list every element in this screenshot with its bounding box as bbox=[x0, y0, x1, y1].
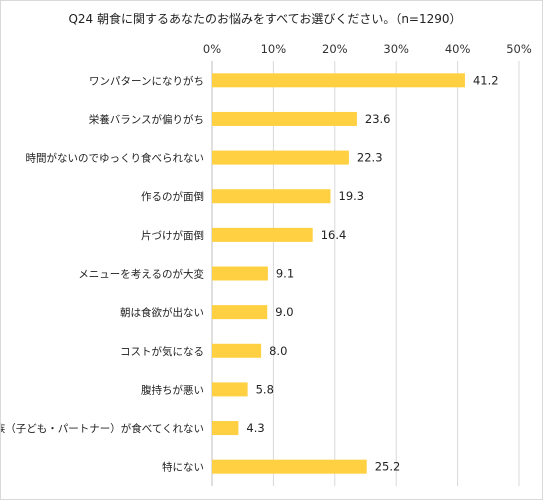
bar bbox=[212, 343, 262, 358]
value-label: 22.3 bbox=[357, 151, 383, 165]
value-label: 4.3 bbox=[246, 421, 264, 435]
bar bbox=[212, 305, 268, 320]
category-label: 家族（子ども・パートナー）が食べてくれない bbox=[1, 422, 204, 435]
bar bbox=[212, 382, 248, 397]
value-label: 19.3 bbox=[339, 189, 365, 203]
value-label: 9.0 bbox=[275, 305, 293, 319]
bar bbox=[212, 421, 239, 436]
chart-title: Q24 朝食に関するあなたのお悩みをすべてお選びください。（n=1290） bbox=[68, 11, 461, 26]
bar bbox=[212, 459, 367, 474]
bar bbox=[212, 150, 349, 165]
category-label: 片づけが面倒 bbox=[141, 229, 204, 242]
x-tick-label: 50% bbox=[506, 42, 532, 56]
x-tick-label: 20% bbox=[322, 42, 348, 56]
category-label: 朝は食欲が出ない bbox=[120, 306, 204, 319]
category-label: 特にない bbox=[162, 462, 204, 474]
category-label: ワンパターンになりがち bbox=[89, 74, 204, 87]
value-labels: 41.2 23.6 22.3 19.3 16.4 9.1 9.0 8.0 5.8 4.3 25.2 bbox=[246, 73, 498, 473]
x-tick-label: 0% bbox=[203, 42, 221, 56]
category-labels: ワンパターンになりがち栄養バランスが偏りがち時間がないのでゆっくり食べられない作… bbox=[1, 74, 204, 473]
category-label: 腹持ちが悪い bbox=[141, 383, 204, 396]
bar bbox=[212, 266, 268, 281]
bar bbox=[212, 189, 331, 204]
category-label: 時間がないのでゆっくり食べられない bbox=[26, 152, 205, 165]
x-tick-label: 30% bbox=[383, 42, 409, 56]
bars bbox=[212, 73, 465, 474]
x-tick-label: 40% bbox=[445, 42, 471, 56]
value-label: 5.8 bbox=[256, 382, 274, 396]
value-label: 23.6 bbox=[365, 112, 391, 126]
bar bbox=[212, 227, 313, 242]
bar bbox=[212, 73, 465, 88]
value-label: 9.1 bbox=[276, 267, 294, 281]
category-label: コストが気になる bbox=[120, 345, 204, 358]
value-label: 41.2 bbox=[473, 73, 499, 87]
category-label: 作るのが面倒 bbox=[141, 190, 204, 203]
value-label: 25.2 bbox=[375, 460, 401, 474]
bar bbox=[212, 111, 357, 126]
category-label: メニューを考えるのが大変 bbox=[78, 268, 204, 281]
value-label: 16.4 bbox=[321, 228, 347, 242]
x-axis-ticks: 0% 10% 20% 30% 40% 50% bbox=[203, 42, 532, 56]
value-label: 8.0 bbox=[269, 344, 287, 358]
category-label: 栄養バランスが偏りがち bbox=[89, 113, 204, 126]
x-tick-label: 10% bbox=[261, 42, 287, 56]
gridlines bbox=[211, 61, 520, 486]
